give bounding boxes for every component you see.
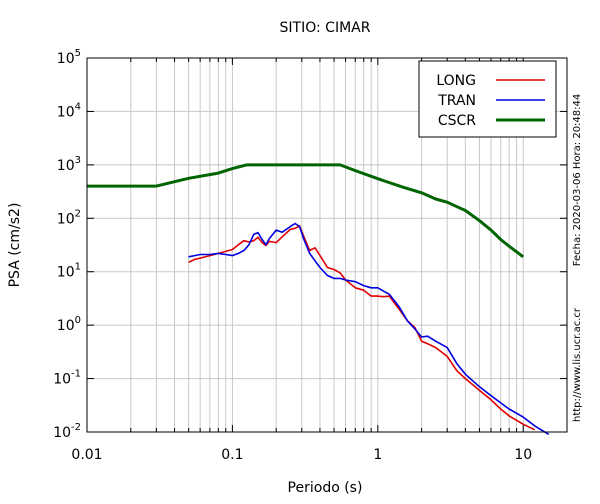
x-tick-label: 1 bbox=[373, 447, 382, 463]
x-axis-label: Periodo (s) bbox=[288, 480, 363, 496]
legend-box bbox=[418, 60, 557, 138]
y-tick-label: 10-1 bbox=[53, 369, 81, 388]
y-tick-label: 100 bbox=[57, 315, 81, 334]
y-tick-label: 10-2 bbox=[53, 422, 81, 441]
y-axis-label: PSA (cm/s2) bbox=[7, 203, 23, 288]
x-tick-label: 0.01 bbox=[71, 447, 102, 463]
source-url: http://www.lis.ucr.ac.cr bbox=[572, 307, 583, 422]
plot-frame bbox=[86, 57, 568, 433]
y-tick-label: 103 bbox=[57, 155, 81, 174]
y-tick-label: 105 bbox=[57, 48, 81, 67]
chart-title: SITIO: CIMAR bbox=[280, 20, 371, 36]
series-line-tran bbox=[188, 222, 550, 436]
series-line-cscr bbox=[87, 163, 525, 258]
grid bbox=[86, 57, 568, 433]
axes: 0.01 0.1 1 10 10-2 10-1 100 101 102 103 104 105 bbox=[53, 48, 568, 463]
legend-label-tran: TRAN bbox=[437, 93, 476, 109]
x-tick-label: 0.1 bbox=[221, 447, 243, 463]
y-tick-label: 101 bbox=[57, 262, 81, 281]
x-tick-label: 10 bbox=[514, 447, 532, 463]
legend-label-long: LONG bbox=[436, 73, 476, 89]
legend: LONG TRAN CSCR bbox=[418, 60, 557, 138]
y-tick-label: 102 bbox=[57, 208, 81, 227]
y-tick-label: 104 bbox=[57, 101, 81, 120]
legend-label-cscr: CSCR bbox=[438, 113, 476, 129]
series-line-long bbox=[188, 225, 536, 431]
series-group bbox=[87, 163, 550, 436]
date-stamp: Fecha: 2020-03-06 Hora: 20:48:44 bbox=[572, 94, 583, 267]
